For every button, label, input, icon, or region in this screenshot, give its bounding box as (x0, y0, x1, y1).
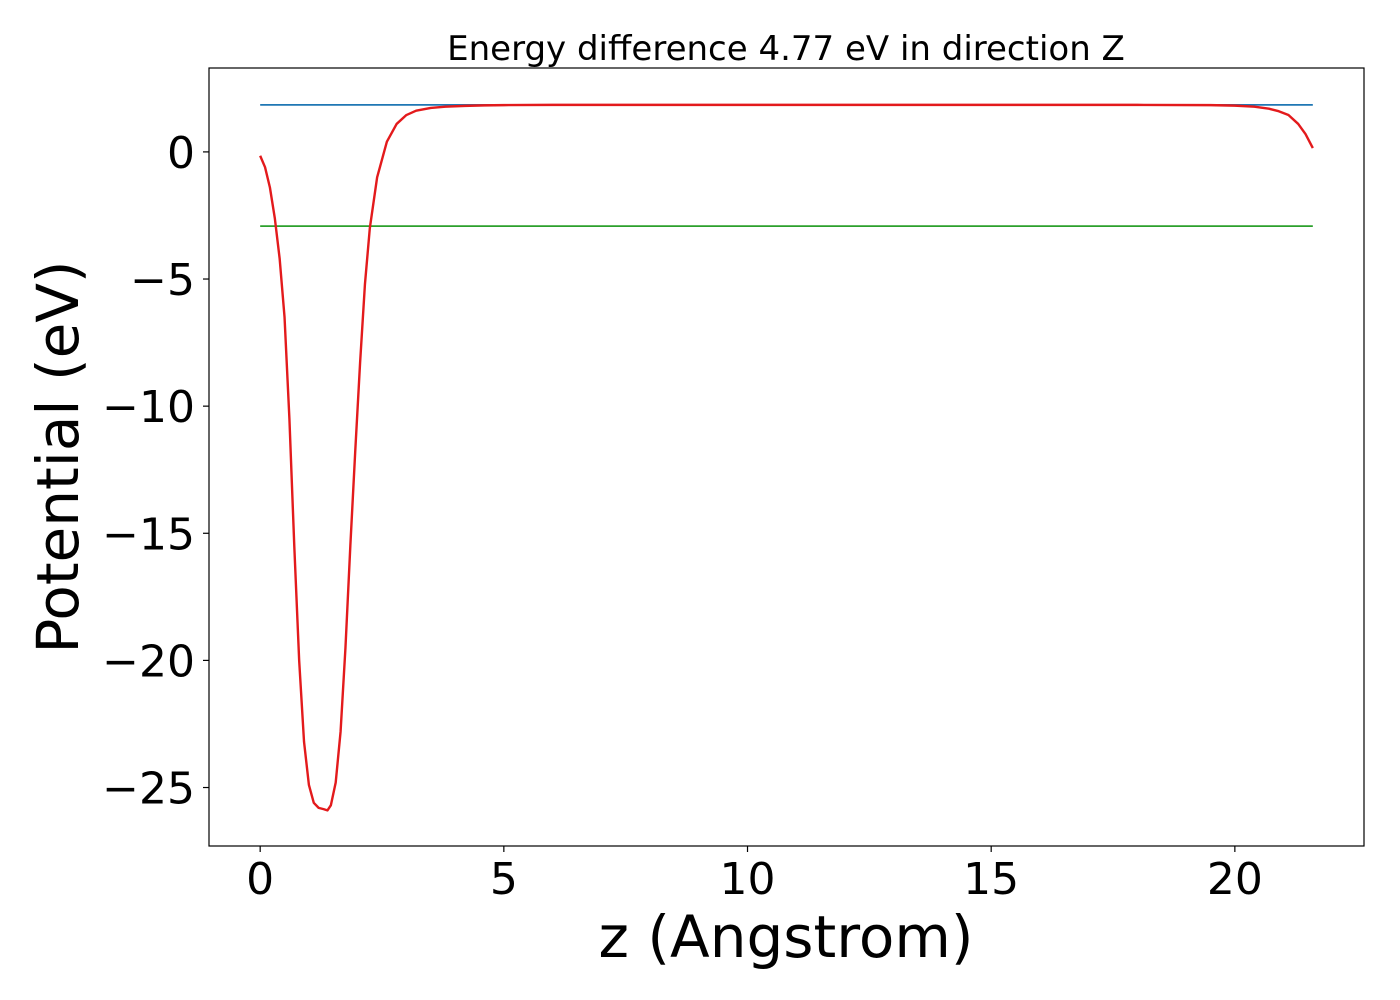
y-tick-label: −20 (102, 636, 195, 687)
x-tick-label: 0 (246, 854, 274, 905)
x-axis-label: z (Angstrom) (599, 903, 974, 971)
plot-series (259, 103, 1314, 812)
x-tick-label: 20 (1207, 854, 1263, 905)
x-tick-label: 5 (490, 854, 518, 905)
series-line-3 (259, 103, 1314, 812)
x-axis-ticks: 0 5 10 15 20 (246, 846, 1263, 905)
y-axis-label: Potential (eV) (24, 260, 92, 653)
y-tick-label: −10 (102, 382, 195, 433)
y-axis-ticks: 0 −5 −10 −15 −20 −25 (102, 128, 209, 815)
chart-title: Energy difference 4.77 eV in direction Z (447, 29, 1125, 69)
y-tick-label: −15 (102, 509, 195, 560)
y-tick-label: 0 (167, 128, 195, 179)
y-tick-label: −5 (130, 255, 195, 306)
plot-frame (208, 67, 1365, 847)
x-tick-label: 15 (963, 854, 1019, 905)
y-tick-label: −25 (102, 764, 195, 815)
x-tick-label: 10 (720, 854, 776, 905)
